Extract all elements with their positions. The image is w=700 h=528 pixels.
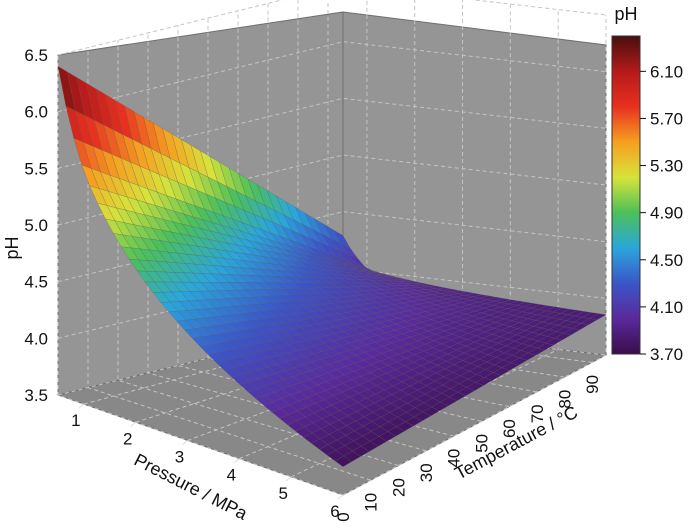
x-tick-label: 2: [123, 429, 132, 448]
z-tick-label: 5.5: [24, 159, 48, 178]
x-grid-line: [187, 0, 464, 441]
y-tick-label: 40: [445, 449, 464, 468]
x-tick-mark: [285, 476, 292, 482]
y-tick-label: 80: [555, 390, 574, 409]
x-tick-mark: [182, 440, 188, 445]
z-axis-label: pH: [2, 236, 22, 259]
colorbar-tick-label: 4.90: [650, 204, 683, 223]
y-tick-label: 0: [334, 512, 353, 521]
x-tick-label: 1: [71, 411, 80, 430]
x-tick-mark: [130, 421, 137, 427]
y-tick-label: 70: [528, 404, 547, 423]
colorbar-ticks: 3.70 4.10 4.50 4.90 5.30 5.70 6.10: [640, 62, 683, 364]
y-tick-label: 50: [472, 434, 491, 453]
x-grid-line: [135, 0, 416, 423]
x-tick-label: 5: [278, 484, 287, 503]
x-tick-mark: [78, 403, 85, 409]
y-tick-label: 30: [417, 463, 436, 482]
z-grid-line: [57, 267, 607, 339]
y-tick-label: 10: [362, 493, 381, 512]
x-tick-label: 3: [175, 447, 184, 466]
z-grid-line: [57, 211, 607, 283]
colorbar-tick-label: 4.50: [650, 251, 683, 270]
colorbar-tick-label: 5.70: [650, 109, 683, 128]
colorbar-tick-label: 3.70: [650, 345, 683, 364]
z-grid-line: [57, 97, 607, 169]
y-tick-label: 90: [583, 375, 602, 394]
z-tick-label: 4.5: [24, 273, 48, 292]
colorbar-title: pH: [614, 4, 637, 24]
z-tick-label: 3.5: [24, 386, 48, 405]
x-tick-label: 4: [227, 466, 236, 485]
y-grid-line: [57, 55, 344, 496]
surface: [57, 65, 607, 467]
z-tick-label: 5.0: [24, 216, 48, 235]
colorbar-tick-label: 6.10: [650, 62, 683, 81]
colorbar: [611, 35, 641, 355]
colorbar-tick-label: 4.10: [650, 298, 683, 317]
x-tick-label: 6: [330, 502, 339, 521]
x-tick-mark: [337, 494, 344, 500]
surface-cell: [589, 313, 607, 321]
y-grid-line: [87, 47, 371, 481]
z-tick-label: 6.0: [24, 103, 48, 122]
x-grid-line: [342, 15, 607, 496]
z-tick-label: 6.5: [24, 46, 48, 65]
x-tick-mark: [234, 458, 240, 464]
y-tick-label: 20: [389, 478, 408, 497]
z-grid-line: [57, 0, 607, 56]
z-grid-line: [57, 41, 607, 113]
tick-labels: 3.5 4.0 4.5 5.0 5.5 6.0 6.5 1 2 3 4 5 60 10 20 30 40 50 60…: [24, 46, 602, 522]
y-grid-line: [147, 32, 427, 452]
z-grid-line: [57, 154, 607, 226]
y-tick-label: 60: [500, 419, 519, 438]
colorbar-tick-label: 5.30: [650, 157, 683, 176]
z-tick-label: 4.0: [24, 329, 48, 348]
x-grid-line: [83, 0, 368, 405]
x-axis-label: Pressure / MPa: [131, 450, 251, 525]
